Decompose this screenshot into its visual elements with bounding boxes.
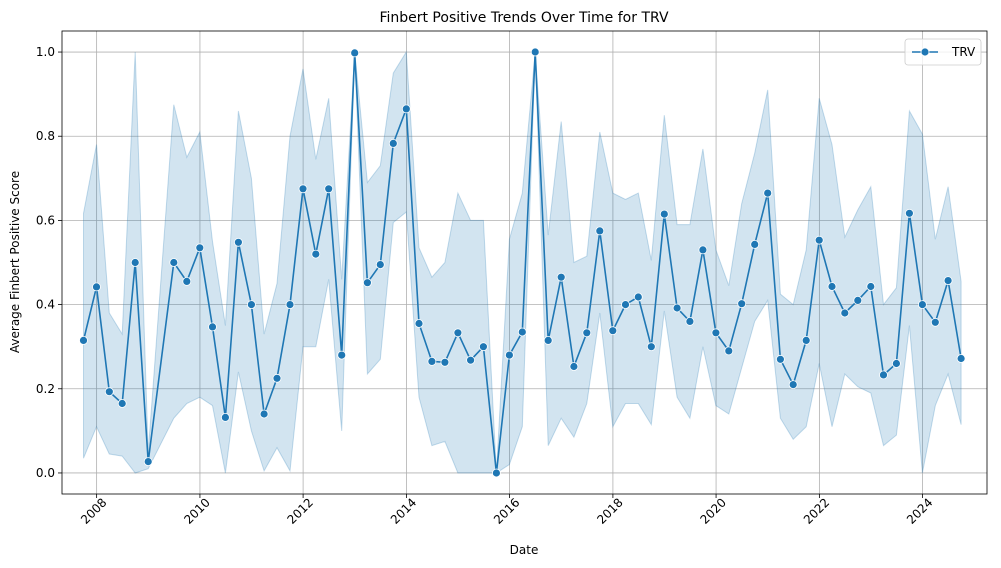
data-point [608,326,618,336]
data-point [633,292,643,302]
data-point [737,299,747,309]
data-point [285,300,295,310]
data-point [943,276,953,286]
data-point [543,335,553,345]
data-point [711,328,721,338]
data-point [569,362,579,371]
data-point [853,295,863,305]
data-point [182,276,192,286]
data-point [659,209,669,219]
legend: TRV [904,38,982,66]
data-point [169,258,179,267]
data-point [866,282,876,291]
data-point [388,138,398,148]
data-point [401,104,411,114]
data-point [453,328,463,338]
gridlines [62,31,987,494]
data-point [905,208,914,218]
data-point [763,188,773,198]
data-point [272,373,282,383]
data-point [92,282,101,292]
x-axis-label: Date [510,543,539,557]
data-point [918,300,927,310]
data-point [892,359,901,368]
data-point [440,357,450,367]
confidence-band [83,50,962,474]
data-point [582,328,592,338]
data-point [337,350,347,360]
data-point [414,319,424,328]
data-point [117,399,127,408]
y-tick-label: 0.0 [36,466,55,480]
data-point [246,300,256,310]
data-point [530,47,540,57]
data-point [504,350,514,360]
data-point [130,258,140,267]
data-point [788,380,798,390]
series-line-trv [82,51,962,474]
data-point [556,272,566,282]
y-tick-label: 0.8 [36,129,55,143]
data-point [724,346,734,356]
data-point [646,342,656,352]
y-axis-ticks: 0.0 0.2 0.4 0.6 0.8 1.0 [36,45,62,480]
data-point [466,355,476,365]
y-tick-label: 0.2 [36,382,55,396]
legend-label-trv: TRV [951,45,976,59]
data-point [195,243,205,253]
data-point [362,278,372,288]
data-point [776,354,785,364]
data-point [621,300,630,310]
plot-frame [61,30,988,495]
data-point [208,322,217,332]
data-points [79,47,966,478]
data-point [595,226,605,236]
data-point [350,48,360,58]
data-point [427,356,437,366]
data-point [298,184,308,194]
data-point [79,335,88,345]
data-point [324,184,334,194]
data-point [143,457,153,467]
data-point [827,282,837,291]
data-point [698,245,708,255]
data-point [375,260,385,270]
data-point [311,249,321,259]
data-point [840,308,850,318]
data-point [685,316,695,326]
data-point [259,409,269,419]
data-point [814,235,824,245]
chart-title: Finbert Positive Trends Over Time for TR… [379,10,669,26]
data-point [956,354,966,363]
data-point [930,317,940,327]
data-point [478,342,488,352]
data-point [233,237,243,247]
data-point [491,468,501,478]
y-tick-label: 0.4 [36,298,55,312]
data-point [750,239,760,249]
y-tick-label: 0.6 [36,213,55,227]
data-point [220,412,230,422]
legend-marker-swatch [920,47,930,57]
data-point [517,327,527,337]
data-point [801,335,811,345]
y-axis-label: Average Finbert Positive Score [8,171,22,353]
data-point [879,370,888,380]
data-point [104,387,114,397]
y-tick-label: 1.0 [36,45,55,59]
legend-box [904,38,982,66]
data-point [672,303,682,313]
